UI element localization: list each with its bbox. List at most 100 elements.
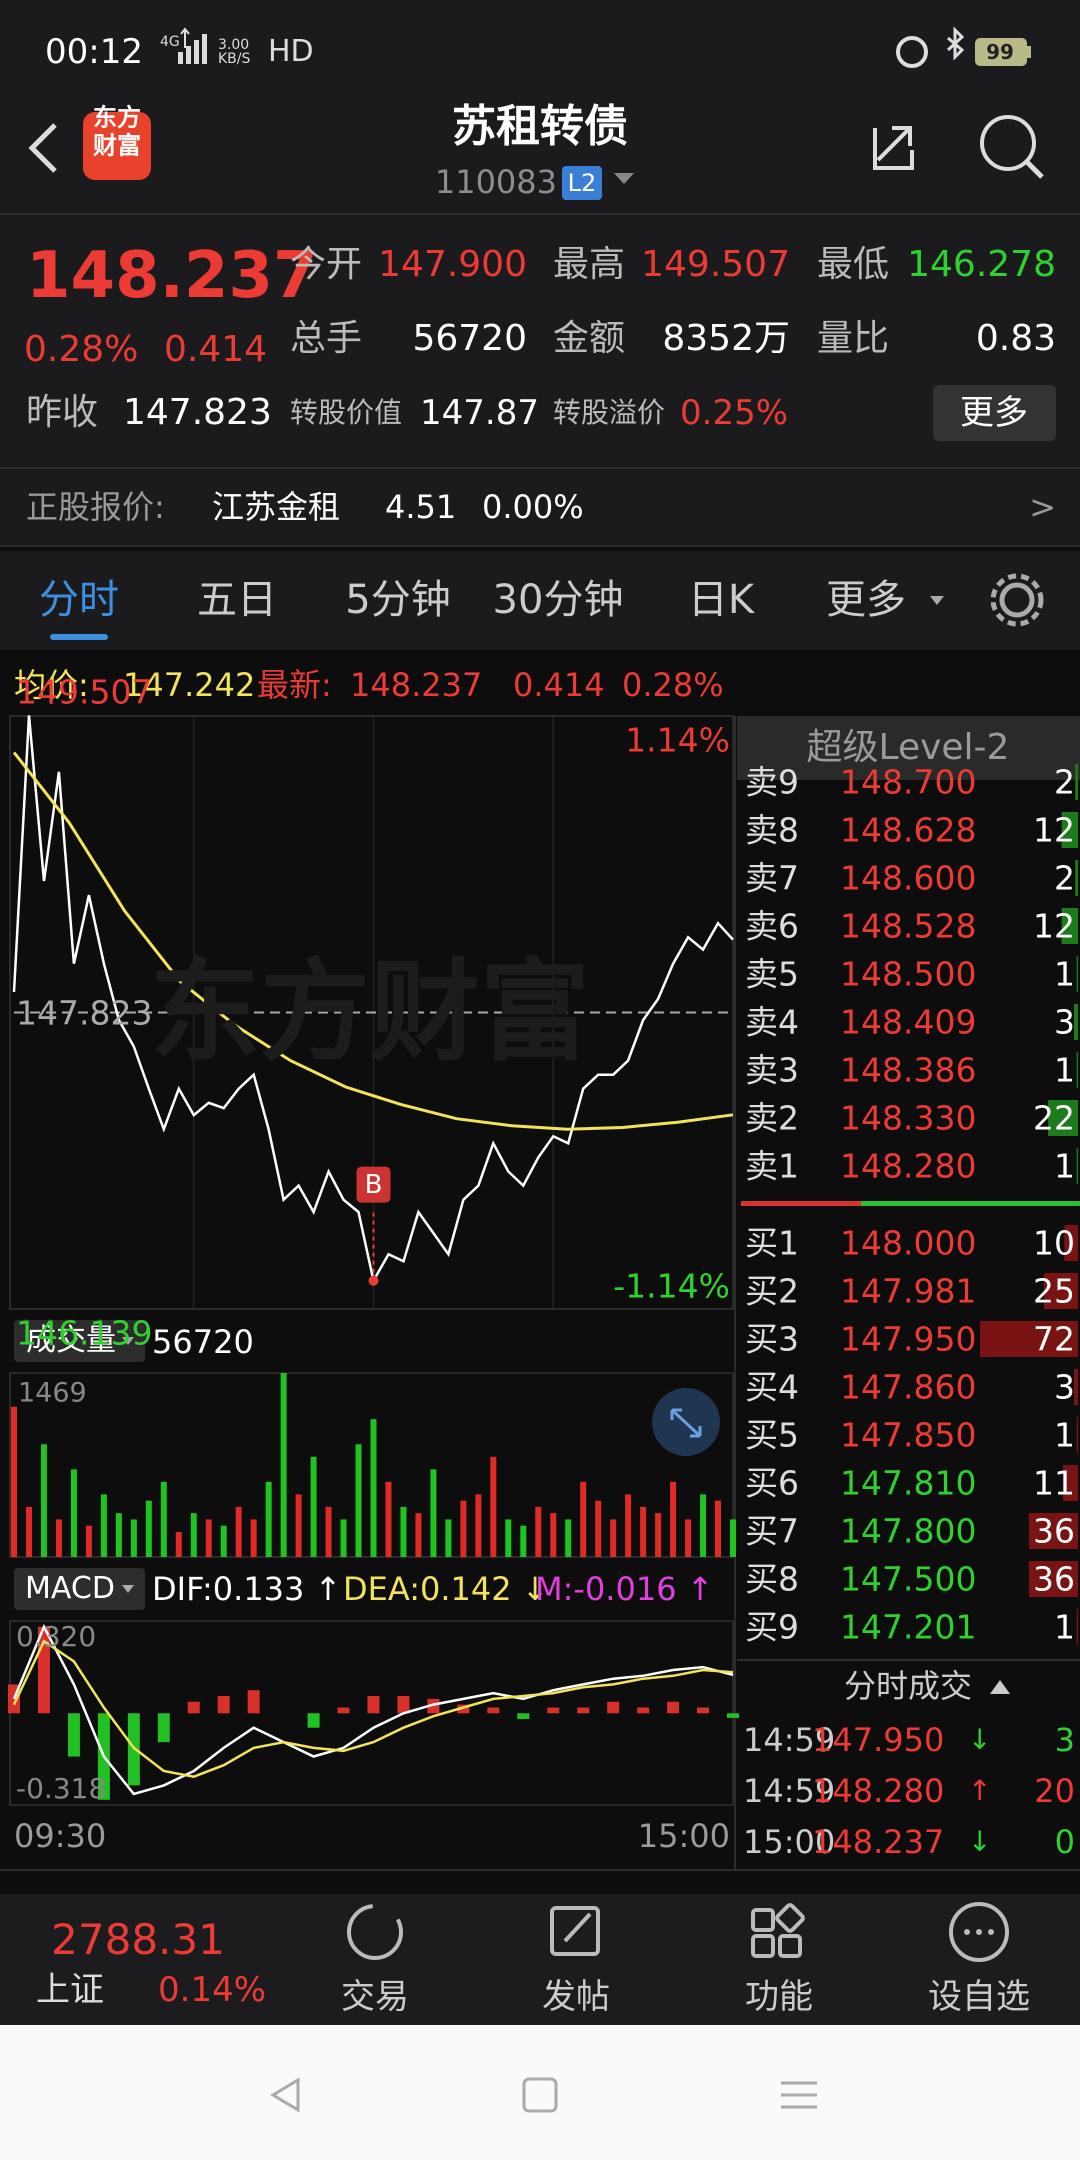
last-label: 最新: <box>257 666 332 704</box>
book-label: 卖3 <box>745 1050 799 1090</box>
book-qty: 12 <box>1033 906 1075 946</box>
pct-top: 1.14% <box>625 720 730 760</box>
book-qty: 72 <box>1033 1319 1075 1359</box>
book-price: 147.860 <box>840 1367 977 1407</box>
volume-bar <box>145 1500 152 1557</box>
badge: L2 <box>567 169 597 197</box>
qty-bar <box>1064 1225 1078 1261</box>
qty-bar <box>1063 1465 1078 1501</box>
book-qty: 2 <box>1054 762 1075 802</box>
book-qty: 25 <box>1033 1271 1075 1311</box>
more-button[interactable]: 更多 <box>960 393 1028 433</box>
book-price: 147.950 <box>840 1319 977 1359</box>
nav-item[interactable]: 功能 <box>745 1977 813 2017</box>
trade-time: 15:00 <box>743 1823 836 1861</box>
qty-bar <box>1073 1004 1078 1040</box>
tab[interactable]: 更多 <box>826 577 906 623</box>
macd-bar <box>697 1707 710 1714</box>
system-nav-bg <box>0 2025 1080 2160</box>
book-price: 147.810 <box>840 1463 977 1503</box>
volume-bar <box>565 1519 572 1557</box>
volume-bar <box>100 1494 107 1557</box>
volume-bar <box>355 1444 362 1557</box>
tab[interactable]: 30分钟 <box>492 577 624 623</box>
volume-bar <box>475 1494 482 1557</box>
nav-item[interactable]: 发帖 <box>542 1977 610 2017</box>
status-network: 4G <box>160 34 180 50</box>
book-price: 148.330 <box>840 1098 977 1138</box>
last-value: 148.237 <box>350 666 483 704</box>
marker-box <box>356 1166 391 1203</box>
book-label: 卖2 <box>745 1098 799 1138</box>
book-label: 卖8 <box>745 810 799 850</box>
field-value: 0.83 <box>975 318 1056 359</box>
qty-bar <box>1061 812 1078 848</box>
book-label: 卖4 <box>745 1002 799 1042</box>
field-value: 147.900 <box>378 244 527 285</box>
index-name[interactable]: 上证 <box>36 1970 104 2010</box>
last-change: 0.414 <box>513 666 605 704</box>
volume-label[interactable]: 成交量 <box>26 1323 116 1358</box>
trades-title[interactable]: 分时成交 <box>843 1667 973 1705</box>
nav-item[interactable]: 设自选 <box>928 1977 1030 2017</box>
qty-bar <box>1043 1273 1078 1309</box>
book-price: 148.386 <box>840 1050 977 1090</box>
code: 110083 <box>434 163 557 201</box>
last-pct: 0.28% <box>622 666 724 704</box>
book-qty: 1 <box>1054 1607 1075 1647</box>
volume-bar <box>250 1519 257 1557</box>
stock-name[interactable]: 江苏金租 <box>212 488 341 526</box>
macd-label[interactable]: MACD <box>25 1571 115 1606</box>
volume-bar <box>415 1513 422 1557</box>
logo-line: 东方 <box>93 103 141 132</box>
volume-bar <box>310 1456 317 1557</box>
volume-bar <box>580 1481 587 1557</box>
book-label: 买1 <box>745 1223 799 1263</box>
tab[interactable]: 分时 <box>39 577 119 623</box>
field-value: 149.507 <box>641 244 790 285</box>
volume-bar <box>730 1519 736 1557</box>
qty-bar <box>1029 1561 1078 1597</box>
title: 苏租转债 <box>452 101 628 152</box>
marker-dot <box>368 1275 379 1286</box>
trade-time: 14:59 <box>743 1772 836 1810</box>
trade-dir: ↓ <box>968 1723 992 1756</box>
macd-bar <box>307 1713 320 1728</box>
book-price: 147.850 <box>840 1415 977 1455</box>
field-label: 昨收 <box>26 392 99 433</box>
book-price: 147.981 <box>840 1271 977 1311</box>
field-label: 总手 <box>290 318 363 359</box>
nav-item[interactable]: 交易 <box>341 1977 409 2017</box>
tab[interactable]: 五日 <box>197 577 277 623</box>
field-value: 147.87 <box>420 393 539 433</box>
book-label: 卖6 <box>745 906 799 946</box>
macd-bar <box>517 1713 530 1720</box>
book-label: 卖1 <box>745 1146 799 1186</box>
volume-bar <box>490 1456 497 1557</box>
book-price: 148.528 <box>840 906 977 946</box>
tab[interactable]: 日K <box>687 577 755 623</box>
book-qty: 36 <box>1033 1511 1075 1551</box>
level2-title[interactable]: 超级Level-2 <box>806 727 1010 768</box>
y-tick-label: 149.507 <box>16 672 153 712</box>
index-pct[interactable]: 0.14% <box>158 1970 267 2010</box>
book-label: 买4 <box>745 1367 799 1407</box>
tab[interactable]: 5分钟 <box>345 577 451 623</box>
field-label: 最高 <box>553 244 626 285</box>
change-pct: 0.28% <box>24 329 139 370</box>
field-value: 147.823 <box>123 392 272 433</box>
qty-bar <box>1076 1609 1078 1645</box>
qty-bar <box>1061 908 1078 944</box>
volume-bar <box>295 1494 302 1557</box>
field-label: 金额 <box>553 318 626 359</box>
book-label: 买5 <box>745 1415 799 1455</box>
field-value: 146.278 <box>907 244 1056 285</box>
volume-bar <box>700 1494 707 1557</box>
volume-bar <box>385 1481 392 1557</box>
index-value[interactable]: 2788.31 <box>51 1915 225 1964</box>
watermark: 东方财富 <box>150 948 590 1076</box>
stock-arrow[interactable]: > <box>1029 488 1056 526</box>
trade-dir: ↓ <box>968 1825 992 1858</box>
book-qty: 1 <box>1054 1146 1075 1186</box>
trade-price: 148.237 <box>812 1823 945 1861</box>
